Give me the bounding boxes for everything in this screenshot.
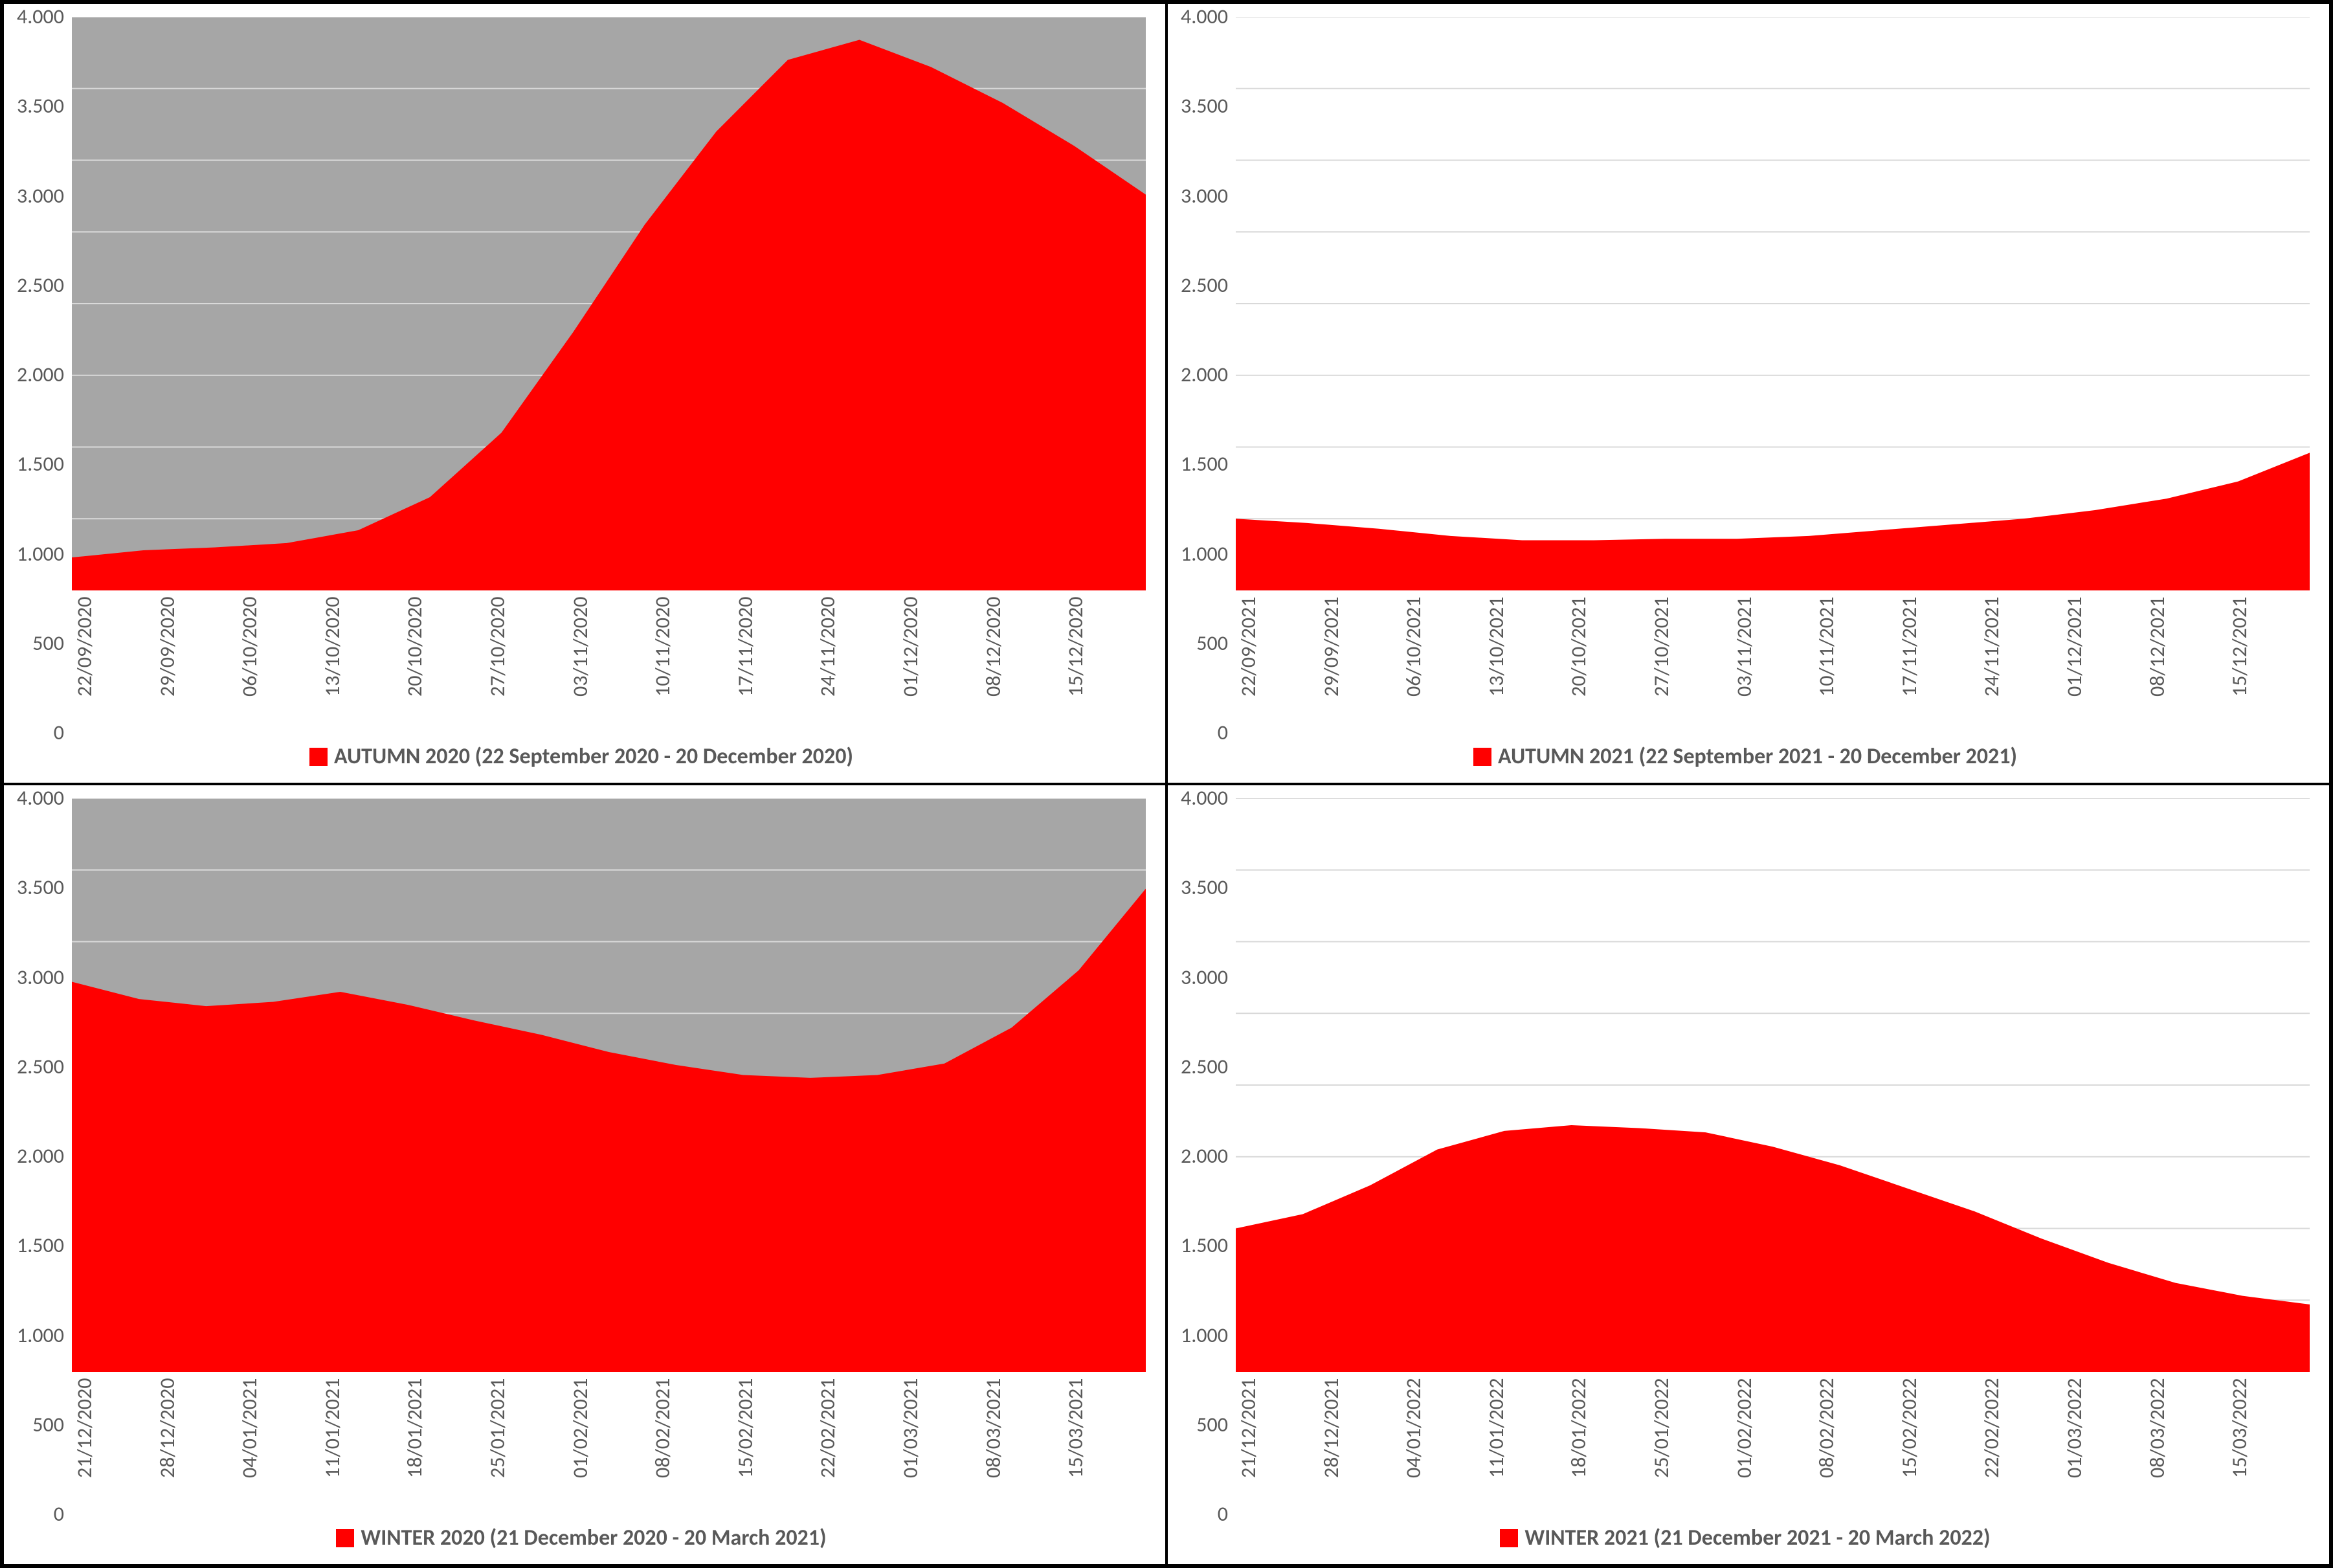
legend: WINTER 2021 (21 December 2021 - 20 March… xyxy=(1181,1514,2310,1551)
panel-winter-2020: 4.0003.5003.0002.5002.0001.5001.00050002… xyxy=(3,784,1166,1565)
y-axis: 4.0003.5003.0002.5002.0001.5001.0005000 xyxy=(1181,798,1236,1514)
x-axis: 21/12/202028/12/202004/01/202111/01/2021… xyxy=(72,1372,1146,1514)
plot-column: 22/09/202129/09/202106/10/202113/10/2021… xyxy=(1236,17,2310,733)
plot-area xyxy=(1236,17,2310,590)
y-axis: 4.0003.5003.0002.5002.0001.5001.0005000 xyxy=(17,798,72,1514)
panel-winter-2021: 4.0003.5003.0002.5002.0001.5001.00050002… xyxy=(1166,784,2330,1565)
legend-swatch xyxy=(1500,1529,1518,1547)
legend-label: AUTUMN 2020 (22 September 2020 - 20 Dece… xyxy=(334,743,853,770)
legend-label: AUTUMN 2021 (22 September 2021 - 20 Dece… xyxy=(1498,743,2017,770)
legend-label: WINTER 2021 (21 December 2021 - 20 March… xyxy=(1524,1525,1990,1551)
y-axis: 4.0003.5003.0002.5002.0001.5001.0005000 xyxy=(1181,17,1236,733)
plot-area xyxy=(72,798,1146,1372)
panel-autumn-2021: 4.0003.5003.0002.5002.0001.5001.00050002… xyxy=(1166,3,2330,784)
x-axis: 21/12/202128/12/202104/01/202211/01/2022… xyxy=(1236,1372,2310,1514)
panel-autumn-2020: 4.0003.5003.0002.5002.0001.5001.00050002… xyxy=(3,3,1166,784)
legend-swatch xyxy=(336,1529,354,1547)
plot-wrap: 4.0003.5003.0002.5002.0001.5001.00050002… xyxy=(1181,17,2310,733)
legend-label: WINTER 2020 (21 December 2020 - 20 March… xyxy=(361,1525,826,1551)
chart-grid: 4.0003.5003.0002.5002.0001.5001.00050002… xyxy=(0,0,2333,1568)
x-axis: 22/09/202029/09/202006/10/202013/10/2020… xyxy=(72,590,1146,733)
plot-area xyxy=(72,17,1146,590)
legend-swatch xyxy=(309,748,328,766)
legend: AUTUMN 2020 (22 September 2020 - 20 Dece… xyxy=(17,733,1146,770)
plot-column: 21/12/202028/12/202004/01/202111/01/2021… xyxy=(72,798,1146,1514)
plot-area xyxy=(1236,798,2310,1372)
plot-wrap: 4.0003.5003.0002.5002.0001.5001.00050002… xyxy=(17,798,1146,1514)
legend: AUTUMN 2021 (22 September 2021 - 20 Dece… xyxy=(1181,733,2310,770)
legend-swatch xyxy=(1473,748,1491,766)
legend: WINTER 2020 (21 December 2020 - 20 March… xyxy=(17,1514,1146,1551)
plot-column: 21/12/202128/12/202104/01/202211/01/2022… xyxy=(1236,798,2310,1514)
plot-column: 22/09/202029/09/202006/10/202013/10/2020… xyxy=(72,17,1146,733)
y-axis: 4.0003.5003.0002.5002.0001.5001.0005000 xyxy=(17,17,72,733)
plot-wrap: 4.0003.5003.0002.5002.0001.5001.00050002… xyxy=(1181,798,2310,1514)
x-axis: 22/09/202129/09/202106/10/202113/10/2021… xyxy=(1236,590,2310,733)
plot-wrap: 4.0003.5003.0002.5002.0001.5001.00050002… xyxy=(17,17,1146,733)
